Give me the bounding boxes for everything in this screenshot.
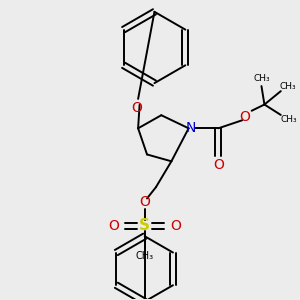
Text: O: O bbox=[108, 219, 119, 233]
Text: O: O bbox=[139, 195, 150, 209]
Text: S: S bbox=[139, 218, 150, 233]
Text: CH₃: CH₃ bbox=[280, 116, 297, 124]
Text: CH₃: CH₃ bbox=[253, 74, 270, 83]
Text: O: O bbox=[131, 101, 142, 115]
Text: O: O bbox=[213, 158, 224, 172]
Text: O: O bbox=[240, 110, 250, 124]
Text: CH₃: CH₃ bbox=[136, 250, 154, 260]
Text: N: N bbox=[186, 121, 196, 135]
Text: CH₃: CH₃ bbox=[280, 82, 296, 91]
Text: O: O bbox=[170, 219, 181, 233]
